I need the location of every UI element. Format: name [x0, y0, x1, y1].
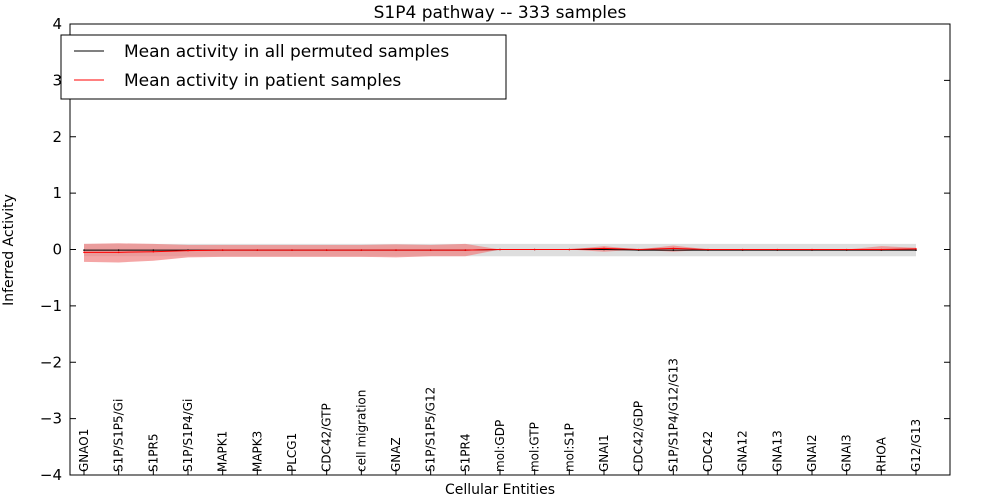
patient-point-mapk1: [221, 249, 224, 251]
y-tick-label: 4: [52, 15, 62, 33]
patient-point-gnai3: [845, 248, 848, 251]
y-axis: 4 3 2 1 0 −1 −2 −3 −4: [40, 15, 950, 484]
patient-point-mol-gdp: [499, 248, 501, 251]
patient-point-gnao1: [83, 251, 85, 254]
patient-point-s1p-s1p5-g12: [429, 249, 432, 251]
patient-point-s1pr5: [152, 250, 155, 253]
y-tick-label: −2: [40, 353, 62, 371]
x-tick-label-mapk3: MAPK3: [250, 431, 264, 472]
patient-point-cell-migration: [360, 249, 363, 251]
y-tick-label: −3: [40, 410, 62, 428]
patient-point-s1pr4: [464, 249, 467, 251]
permuted-point-s1p-s1p5-gi: [117, 249, 120, 251]
x-tick-label-cdc42-gdp: CDC42/GDP: [632, 401, 646, 472]
patient-point-gnaz: [395, 249, 397, 251]
x-tick-label-s1p-s1p5-gi: S1P/S1P5/Gi: [112, 399, 126, 472]
permuted-point-s1p-s1p4-g12-g13: [672, 249, 675, 251]
permuted-point-gnao1: [83, 249, 85, 251]
x-tick-label-s1pr4: S1PR4: [458, 434, 472, 472]
x-tick-label-rhoa: RHOA: [874, 436, 888, 472]
patient-point-mol-s1p: [568, 248, 571, 251]
patient-point-mol-gtp: [533, 248, 536, 251]
x-axis: GNAO1 S1P/S1P5/Gi S1PR5 S1P/S1P4/Gi MAPK1 MAP…: [77, 358, 923, 475]
patient-point-g12-g13: [915, 248, 917, 250]
x-tick-label-plcg1: PLCG1: [285, 433, 299, 472]
x-tick-label-gnaz: GNAZ: [389, 437, 403, 472]
x-tick-label-mol-gdp: mol:GDP: [493, 420, 507, 472]
legend: Mean activity in all permuted samples Me…: [60, 34, 507, 100]
patient-point-s1p-s1p4-gi: [187, 249, 189, 252]
y-axis-label: Inferred Activity: [1, 194, 17, 306]
x-tick-label-mol-gtp: mol:GTP: [528, 422, 542, 472]
patient-point-mapk3: [256, 249, 259, 251]
permuted-point-g12-g13: [915, 249, 917, 251]
legend-label-permuted: Mean activity in all permuted samples: [124, 42, 449, 62]
y-tick-label: −4: [40, 466, 62, 484]
legend-box: [60, 34, 507, 100]
x-tick-label-s1p-s1p5-g12: S1P/S1P5/G12: [424, 387, 438, 472]
patient-point-cdc42-gdp: [637, 248, 640, 251]
patient-point-gnai2: [811, 248, 813, 251]
y-tick-label: 2: [52, 128, 62, 146]
x-tick-label-gnai2: GNAI2: [805, 434, 819, 472]
x-tick-label-g12-g13: G12/G13: [909, 419, 923, 472]
y-tick-label: 3: [52, 71, 62, 89]
patient-point-gna12: [741, 248, 744, 251]
y-tick-label: −1: [40, 297, 62, 315]
x-tick-label-s1p-s1p4-gi: S1P/S1P4/Gi: [181, 399, 195, 472]
patient-point-s1p-s1p4-g12-g13: [672, 247, 675, 250]
patient-samples-band-layer: [84, 243, 916, 263]
y-tick-label: 0: [52, 241, 62, 259]
x-tick-label-s1p-s1p4-g12-g13: S1P/S1P4/G12/G13: [666, 358, 680, 472]
permuted-point-gnai1: [603, 248, 605, 251]
permuted-point-s1pr5: [152, 249, 155, 251]
patient-samples-band: [84, 243, 916, 263]
x-tick-label-gna12: GNA12: [736, 430, 750, 472]
patient-point-gna13: [776, 248, 779, 251]
x-tick-label-mapk1: MAPK1: [216, 431, 230, 472]
x-tick-label-cell-migration: cell migration: [354, 390, 368, 472]
patient-point-cdc42: [707, 248, 709, 251]
x-tick-label-gnai1: GNAI1: [597, 434, 611, 472]
patient-point-plcg1: [291, 249, 293, 251]
patient-point-s1p-s1p5-gi: [117, 251, 120, 254]
y-tick-label: 1: [52, 184, 62, 202]
x-tick-label-s1pr5: S1PR5: [146, 434, 160, 472]
x-tick-label-gna13: GNA13: [770, 430, 784, 472]
legend-label-patient: Mean activity in patient samples: [124, 71, 401, 91]
x-tick-label-mol-s1p: mol:S1P: [562, 423, 576, 472]
x-tick-label-cdc42-gtp: CDC42/GTP: [320, 403, 334, 472]
chart-title: S1P4 pathway -- 333 samples: [374, 3, 627, 23]
x-axis-label: Cellular Entities: [445, 482, 555, 498]
patient-point-gnai1: [603, 247, 605, 250]
series-lines-layer: [83, 247, 917, 254]
patient-point-rhoa: [880, 248, 883, 251]
patient-point-cdc42-gtp: [325, 249, 328, 251]
x-tick-label-cdc42: CDC42: [701, 431, 715, 472]
x-tick-label-gnao1: GNAO1: [77, 429, 91, 472]
x-tick-label-gnai3: GNAI3: [840, 434, 854, 472]
